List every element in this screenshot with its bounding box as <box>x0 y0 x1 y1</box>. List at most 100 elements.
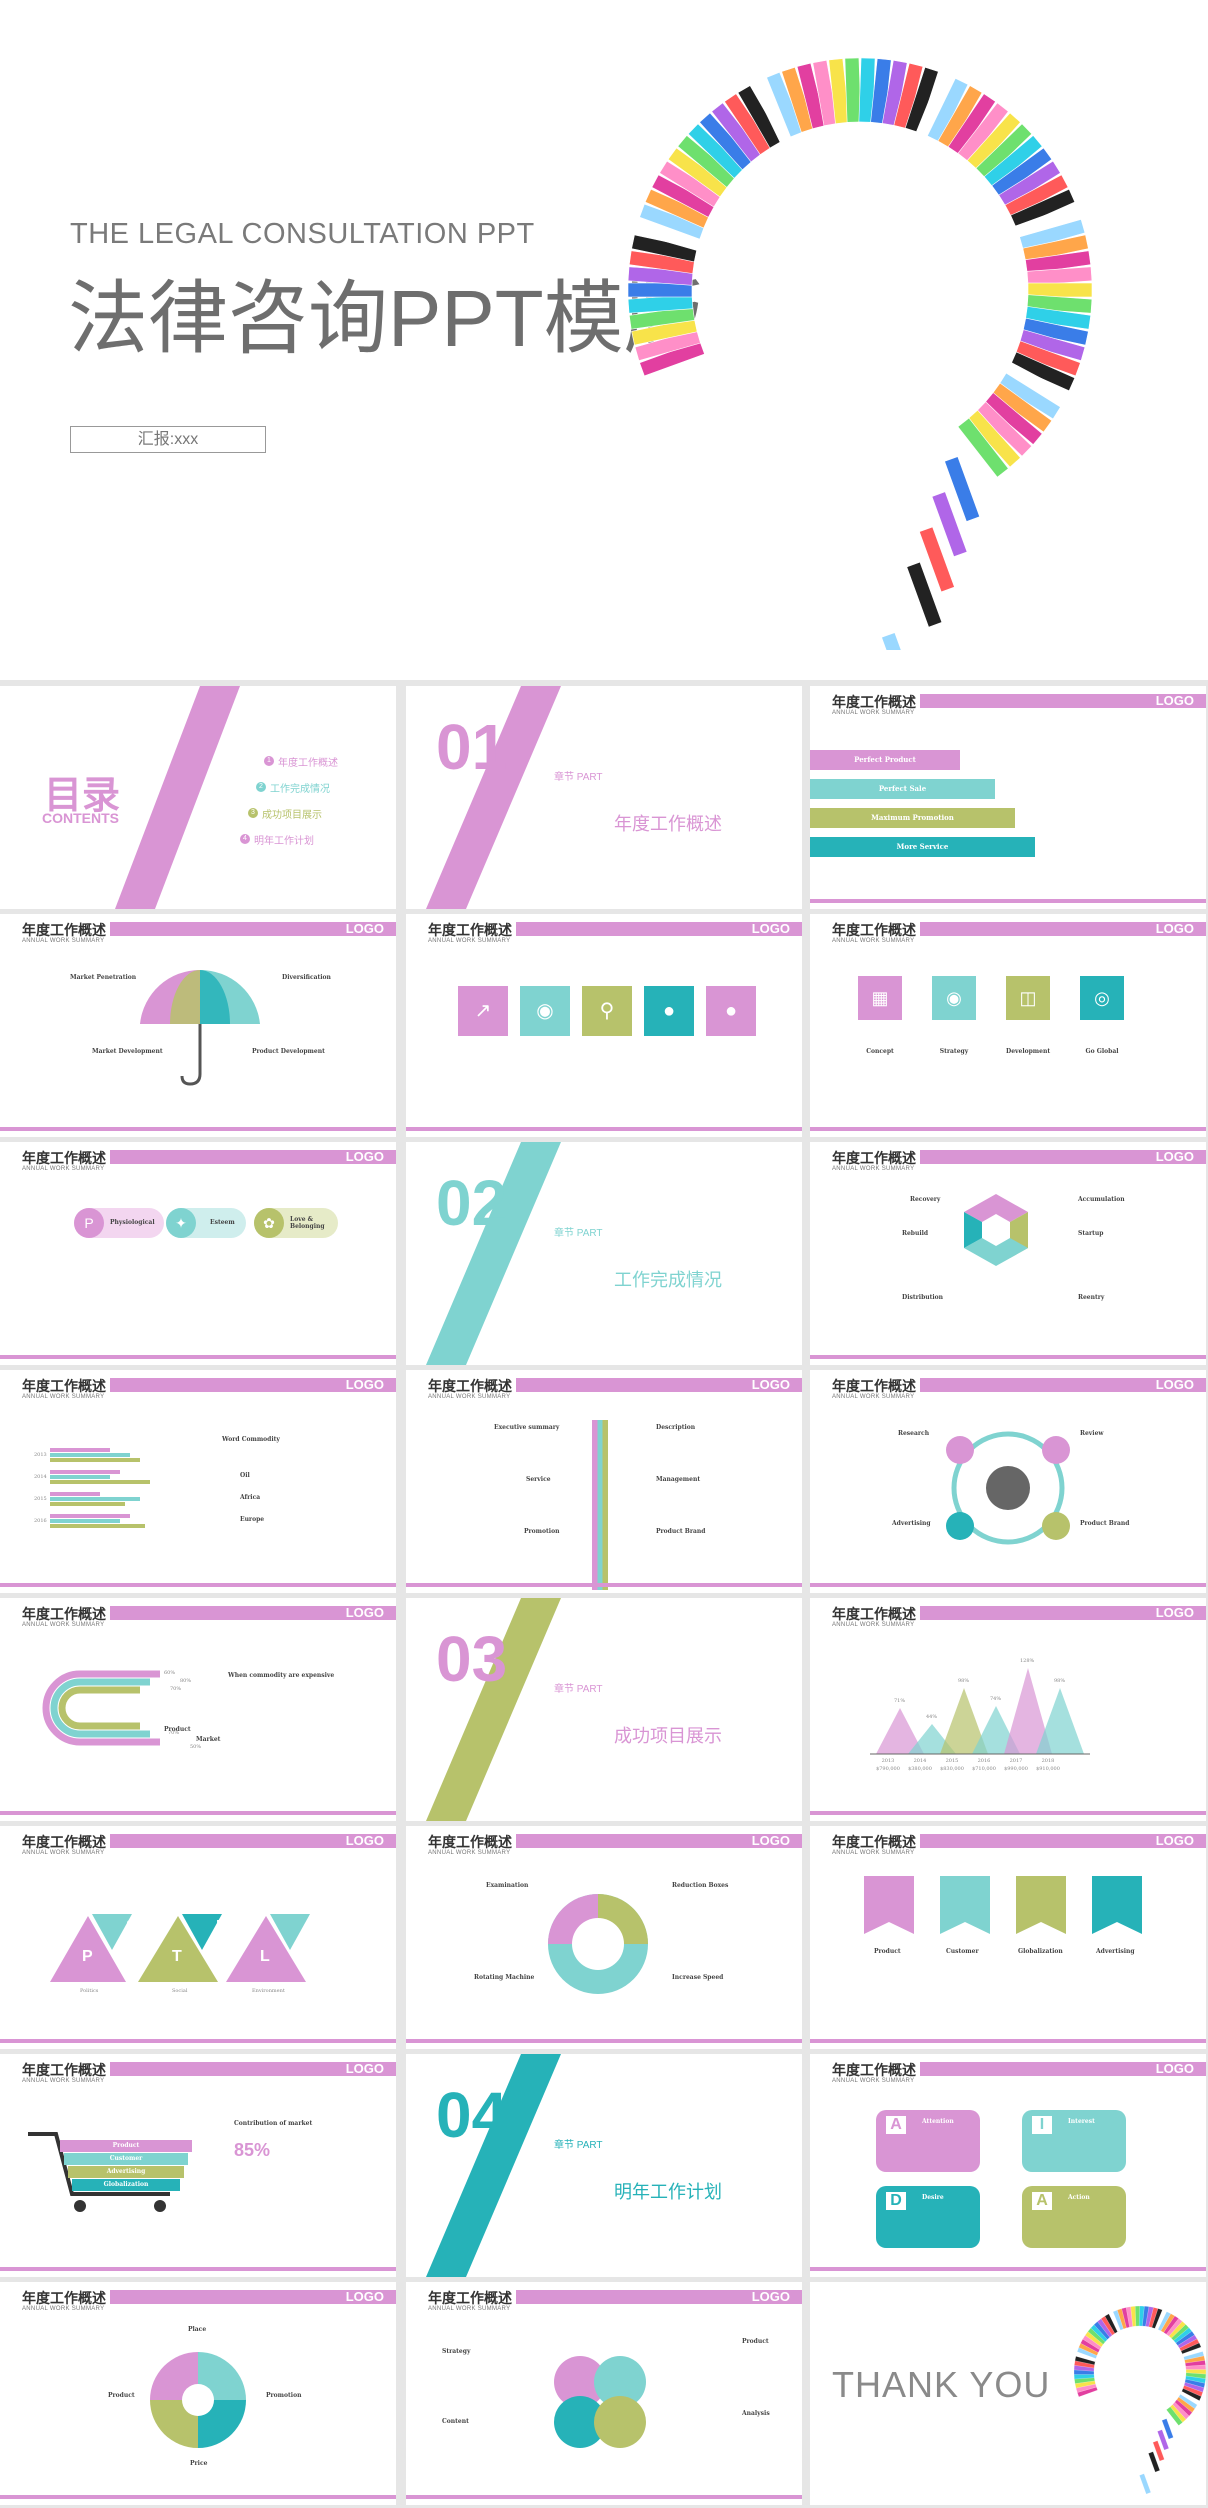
slide-thank-you[interactable]: THANK YOU <box>810 2282 1206 2505</box>
slide-arrows[interactable]: 年度工作概述 ANNUAL WORK SUMMARY LOGO Perfect … <box>810 686 1206 909</box>
slide-mountain-chart[interactable]: 年度工作概述 ANNUAL WORK SUMMARY LOGO 2013 201… <box>810 1598 1206 1821</box>
process-item: ▦ Concept <box>858 976 902 1055</box>
slide-timeline[interactable]: 年度工作概述 ANNUAL WORK SUMMARY LOGO Executiv… <box>406 1370 802 1593</box>
pestel-label: Politics <box>80 1988 99 1994</box>
logo: LOGO <box>1155 1149 1194 1164</box>
slide-cart[interactable]: 年度工作概述 ANNUAL WORK SUMMARY LOGO Product … <box>0 2054 396 2277</box>
hex-label: Reentry <box>1078 1294 1105 1301</box>
cover-slide[interactable]: THE LEGAL CONSULTATION PPT 法律咨询PPT模版 汇报:… <box>0 0 1208 680</box>
header-title: 年度工作概述 <box>22 1378 106 1394</box>
slide-aida[interactable]: 年度工作概述 ANNUAL WORK SUMMARY LOGO A Attent… <box>810 2054 1206 2277</box>
header-title: 年度工作概述 <box>428 1834 512 1850</box>
slide-ribbons[interactable]: 年度工作概述 ANNUAL WORK SUMMARY LOGO Product … <box>810 1826 1206 2049</box>
toc-item[interactable]: 4 明年工作计划 <box>240 826 338 852</box>
header-subtitle: ANNUAL WORK SUMMARY <box>832 1850 915 1856</box>
book <box>1157 2429 1170 2451</box>
thank-you-text: THANK YOU <box>832 2364 1051 2405</box>
header-title: 年度工作概述 <box>22 2290 106 2306</box>
toc-item-label: 年度工作概述 <box>278 757 338 769</box>
pill-label: Esteem <box>210 1219 235 1226</box>
slide-hexagon[interactable]: 年度工作概述 ANNUAL WORK SUMMARY LOGO Recovery… <box>810 1142 1206 1365</box>
header-title: 年度工作概述 <box>22 1834 106 1850</box>
slide-toc[interactable]: 目录 CONTENTS 1 年度工作概述 2 工作完成情况 3 成功项目展示 4… <box>0 686 396 909</box>
header-title: 年度工作概述 <box>22 922 106 938</box>
section-stripe <box>426 686 561 909</box>
section-title: 工作完成情况 <box>614 1270 722 1290</box>
book <box>893 596 930 650</box>
pct-label: 71% <box>894 1698 906 1704</box>
footer-bar <box>810 1355 1206 1359</box>
logo: LOGO <box>1155 1605 1194 1620</box>
gear-label: Rotating Machine <box>474 1974 535 1981</box>
header-bar <box>110 1834 396 1848</box>
footer-bar <box>0 1811 396 1815</box>
pestel-label: Legal <box>282 1906 297 1912</box>
logo: LOGO <box>345 1149 384 1164</box>
toc-item[interactable]: 2 工作完成情况 <box>256 774 338 800</box>
book <box>1166 2406 1183 2426</box>
slide-umbrella[interactable]: 年度工作概述 ANNUAL WORK SUMMARY LOGO Market P… <box>0 914 396 1137</box>
gear-label: Reduction Boxes <box>672 1882 729 1889</box>
slide-icon-boxes[interactable]: 年度工作概述 ANNUAL WORK SUMMARY LOGO ↗ ◉ ⚲ ● … <box>406 914 802 1137</box>
section-number: 03 <box>436 1623 508 1695</box>
ribbon-label: Globalization <box>1018 1948 1063 1955</box>
slide-process-boxes[interactable]: 年度工作概述 ANNUAL WORK SUMMARY LOGO ▦ Concep… <box>810 914 1206 1137</box>
mountain-chart <box>870 1668 1090 1755</box>
venn-label: Content <box>442 2418 469 2425</box>
footer-bar <box>810 1583 1206 1587</box>
cart-row: Product <box>60 2140 192 2152</box>
slide-section-04[interactable]: 04 章节 PART 明年工作计划 <box>406 2054 802 2277</box>
section-title: 明年工作计划 <box>614 2182 722 2202</box>
logo: LOGO <box>345 1605 384 1620</box>
slide-u-chart[interactable]: 年度工作概述 ANNUAL WORK SUMMARY LOGO When com… <box>0 1598 396 1821</box>
aida-label: Interest <box>1068 2118 1095 2125</box>
slide-header: 年度工作概述 ANNUAL WORK SUMMARY LOGO <box>0 1605 396 1628</box>
header-title: 年度工作概述 <box>22 1150 106 1166</box>
quad-label: Place <box>188 2326 207 2333</box>
ring-label: Advertising <box>892 1520 931 1527</box>
slide-section-01[interactable]: 01 章节 PART 年度工作概述 <box>406 686 802 909</box>
hex-label: Accumulation <box>1078 1196 1125 1203</box>
year-label: 2017 <box>1009 1758 1023 1764</box>
year-label: 2016 <box>34 1517 47 1524</box>
slide-venn[interactable]: 年度工作概述 ANNUAL WORK SUMMARY LOGO Strategy… <box>406 2282 802 2505</box>
header-bar <box>920 1378 1206 1392</box>
slide-section-03[interactable]: 03 章节 PART 成功项目展示 <box>406 1598 802 1821</box>
slide-section-02[interactable]: 02 章节 PART 工作完成情况 <box>406 1142 802 1365</box>
footer-bar <box>0 2039 396 2043</box>
slide-header: 年度工作概述 ANNUAL WORK SUMMARY LOGO <box>0 1377 396 1400</box>
header-title: 年度工作概述 <box>428 922 512 938</box>
book <box>957 417 1009 478</box>
header-bar <box>110 1378 396 1392</box>
toc-item[interactable]: 1 年度工作概述 <box>264 748 338 774</box>
slide-quad[interactable]: 年度工作概述 ANNUAL WORK SUMMARY LOGO Place Pr… <box>0 2282 396 2505</box>
gear-label: Examination <box>486 1882 529 1889</box>
toc-item[interactable]: 3 成功项目展示 <box>248 800 338 826</box>
p-icon: P <box>74 1208 104 1238</box>
slide-bar-chart[interactable]: 年度工作概述 ANNUAL WORK SUMMARY LOGO 2013 201… <box>0 1370 396 1593</box>
footer-bar <box>0 1127 396 1131</box>
slide-gear[interactable]: 年度工作概述 ANNUAL WORK SUMMARY LOGO Examinat… <box>406 1826 802 2049</box>
value-label: $380,000 <box>908 1766 932 1772</box>
header-title: 年度工作概述 <box>832 1834 916 1850</box>
header-bar <box>110 2062 396 2076</box>
slide-pestel[interactable]: 年度工作概述 ANNUAL WORK SUMMARY LOGO P S T E … <box>0 1826 396 2049</box>
cart-rows: Product Customer Advertising Globalizati… <box>60 2140 192 2192</box>
slide-ring[interactable]: 年度工作概述 ANNUAL WORK SUMMARY LOGO Research… <box>810 1370 1206 1593</box>
footer-bar <box>810 1127 1206 1131</box>
logo: LOGO <box>345 1377 384 1392</box>
logo: LOGO <box>345 2289 384 2304</box>
u-label: Market <box>196 1736 221 1743</box>
pct-label: 74% <box>990 1696 1002 1702</box>
header-subtitle: ANNUAL WORK SUMMARY <box>22 938 105 944</box>
process-item: ◉ Strategy <box>932 976 976 1055</box>
slide-three-circles[interactable]: 年度工作概述 ANNUAL WORK SUMMARY LOGO P Physio… <box>0 1142 396 1365</box>
aida-card: I Interest <box>1022 2110 1126 2172</box>
pestel-label: Social <box>172 1988 188 1994</box>
venn-label: Product <box>742 2338 769 2345</box>
section-part-label: 章节 PART <box>554 772 603 783</box>
ring-label: Review <box>1080 1430 1104 1437</box>
pestel-letter: S <box>126 1918 137 1935</box>
quad-label: Product <box>108 2392 135 2399</box>
section-stripe <box>426 1142 561 1365</box>
